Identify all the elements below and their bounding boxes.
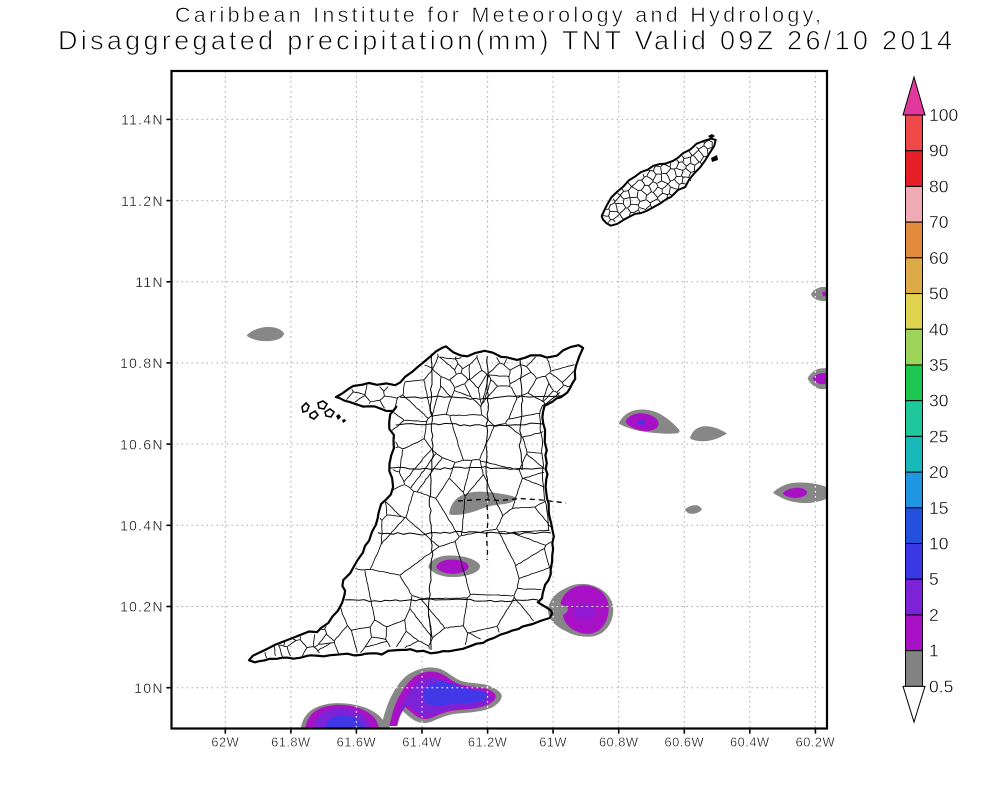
svg-text:60.2W: 60.2W bbox=[796, 734, 836, 749]
svg-text:10N: 10N bbox=[134, 681, 164, 697]
svg-text:100: 100 bbox=[929, 105, 958, 125]
svg-text:10.2N: 10.2N bbox=[120, 600, 164, 616]
svg-text:11N: 11N bbox=[135, 275, 164, 291]
svg-text:80: 80 bbox=[929, 176, 949, 196]
svg-text:40: 40 bbox=[929, 319, 949, 339]
svg-text:61.6W: 61.6W bbox=[337, 734, 377, 749]
svg-text:90: 90 bbox=[929, 141, 949, 161]
svg-text:61.8W: 61.8W bbox=[271, 734, 311, 749]
svg-text:70: 70 bbox=[929, 212, 949, 232]
svg-text:10.4N: 10.4N bbox=[120, 519, 164, 535]
svg-text:61W: 61W bbox=[539, 734, 567, 749]
svg-text:15: 15 bbox=[929, 498, 948, 518]
svg-text:10.8N: 10.8N bbox=[120, 356, 164, 372]
svg-text:60: 60 bbox=[929, 248, 949, 268]
svg-text:2: 2 bbox=[929, 605, 939, 625]
svg-text:0.5: 0.5 bbox=[929, 676, 953, 696]
svg-text:11.2N: 11.2N bbox=[121, 194, 164, 210]
svg-text:60.4W: 60.4W bbox=[730, 734, 770, 749]
svg-text:35: 35 bbox=[929, 355, 948, 375]
svg-text:Caribbean Institute for Meteor: Caribbean Institute for Meteorology and … bbox=[175, 3, 821, 27]
svg-text:10.6N: 10.6N bbox=[120, 437, 164, 453]
svg-text:10: 10 bbox=[929, 534, 949, 554]
svg-text:62W: 62W bbox=[211, 734, 239, 749]
svg-text:61.2W: 61.2W bbox=[468, 734, 508, 749]
svg-text:11.4N: 11.4N bbox=[121, 113, 164, 129]
svg-text:Disaggregated precipitation(mm: Disaggregated precipitation(mm) TNT Vali… bbox=[58, 25, 952, 55]
svg-text:60.8W: 60.8W bbox=[599, 734, 639, 749]
svg-text:60.6W: 60.6W bbox=[665, 734, 705, 749]
svg-text:5: 5 bbox=[929, 569, 939, 589]
svg-text:30: 30 bbox=[929, 391, 949, 411]
svg-text:61.4W: 61.4W bbox=[402, 734, 442, 749]
svg-text:25: 25 bbox=[929, 426, 948, 446]
svg-text:20: 20 bbox=[929, 462, 949, 482]
svg-text:1: 1 bbox=[929, 641, 939, 661]
svg-text:50: 50 bbox=[929, 284, 949, 304]
